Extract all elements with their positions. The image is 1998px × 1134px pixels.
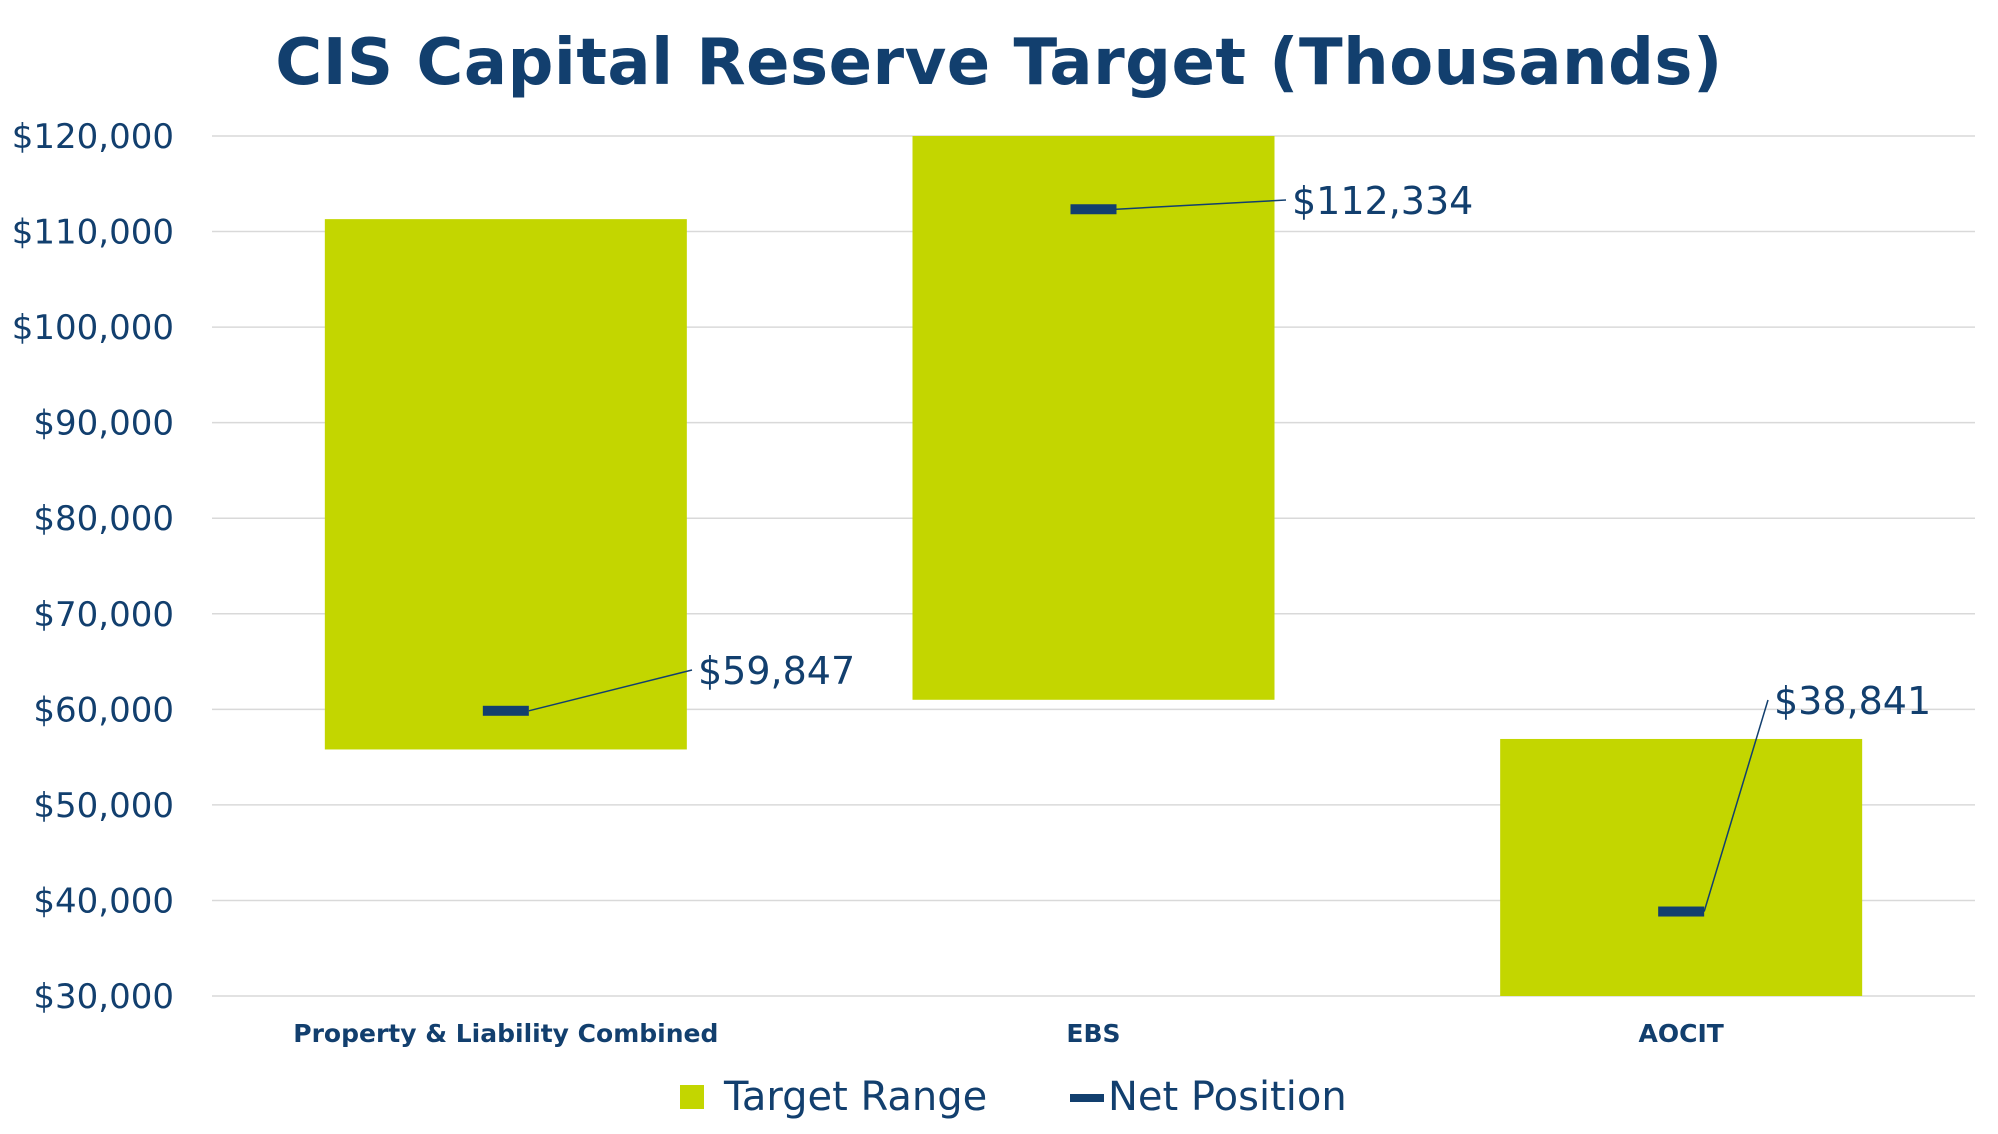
- data-label: $38,841: [1774, 679, 1931, 723]
- y-tick-label: $90,000: [33, 404, 174, 444]
- legend-label-target-range: Target Range: [723, 1074, 987, 1120]
- y-tick-label: $120,000: [12, 117, 174, 157]
- leader-line: [528, 669, 693, 712]
- y-tick-label: $110,000: [12, 213, 174, 253]
- chart-title: CIS Capital Reserve Target (Thousands): [275, 26, 1723, 100]
- x-category-label: Property & Liability Combined: [293, 1019, 718, 1048]
- legend-swatch-net-position: [1070, 1094, 1104, 1102]
- y-tick-label: $30,000: [33, 977, 174, 1017]
- y-axis: $30,000 $40,000 $50,000 $60,000 $70,000 $80,0…: [12, 117, 174, 1017]
- net-position-marker: [482, 705, 529, 716]
- net-position-marker: [1070, 204, 1117, 215]
- x-category-label: AOCIT: [1639, 1019, 1724, 1048]
- y-tick-label: $70,000: [33, 595, 174, 635]
- net-position-marker: [1658, 906, 1705, 917]
- y-tick-label: $100,000: [12, 308, 174, 348]
- target-range-bar: [912, 136, 1275, 700]
- x-category-label: EBS: [1066, 1019, 1120, 1048]
- y-tick-label: $80,000: [33, 499, 174, 539]
- data-label: $112,334: [1292, 179, 1473, 223]
- legend: Target Range Net Position: [680, 1074, 1347, 1120]
- leader-line: [1116, 199, 1287, 211]
- x-axis: Property & Liability Combined EBS AOCIT: [293, 1019, 1724, 1048]
- data-label: $59,847: [698, 649, 855, 693]
- legend-swatch-target-range: [680, 1085, 704, 1109]
- target-range-bars: [324, 136, 1863, 996]
- y-tick-label: $40,000: [33, 881, 174, 921]
- target-range-bar: [1500, 738, 1863, 996]
- net-position-markers: $59,847 $112,334 $38,841: [482, 179, 1931, 917]
- y-tick-label: $50,000: [33, 786, 174, 826]
- leader-line: [1703, 699, 1769, 912]
- target-range-bar: [324, 219, 687, 750]
- legend-label-net-position: Net Position: [1108, 1074, 1347, 1120]
- y-tick-label: $60,000: [33, 690, 174, 730]
